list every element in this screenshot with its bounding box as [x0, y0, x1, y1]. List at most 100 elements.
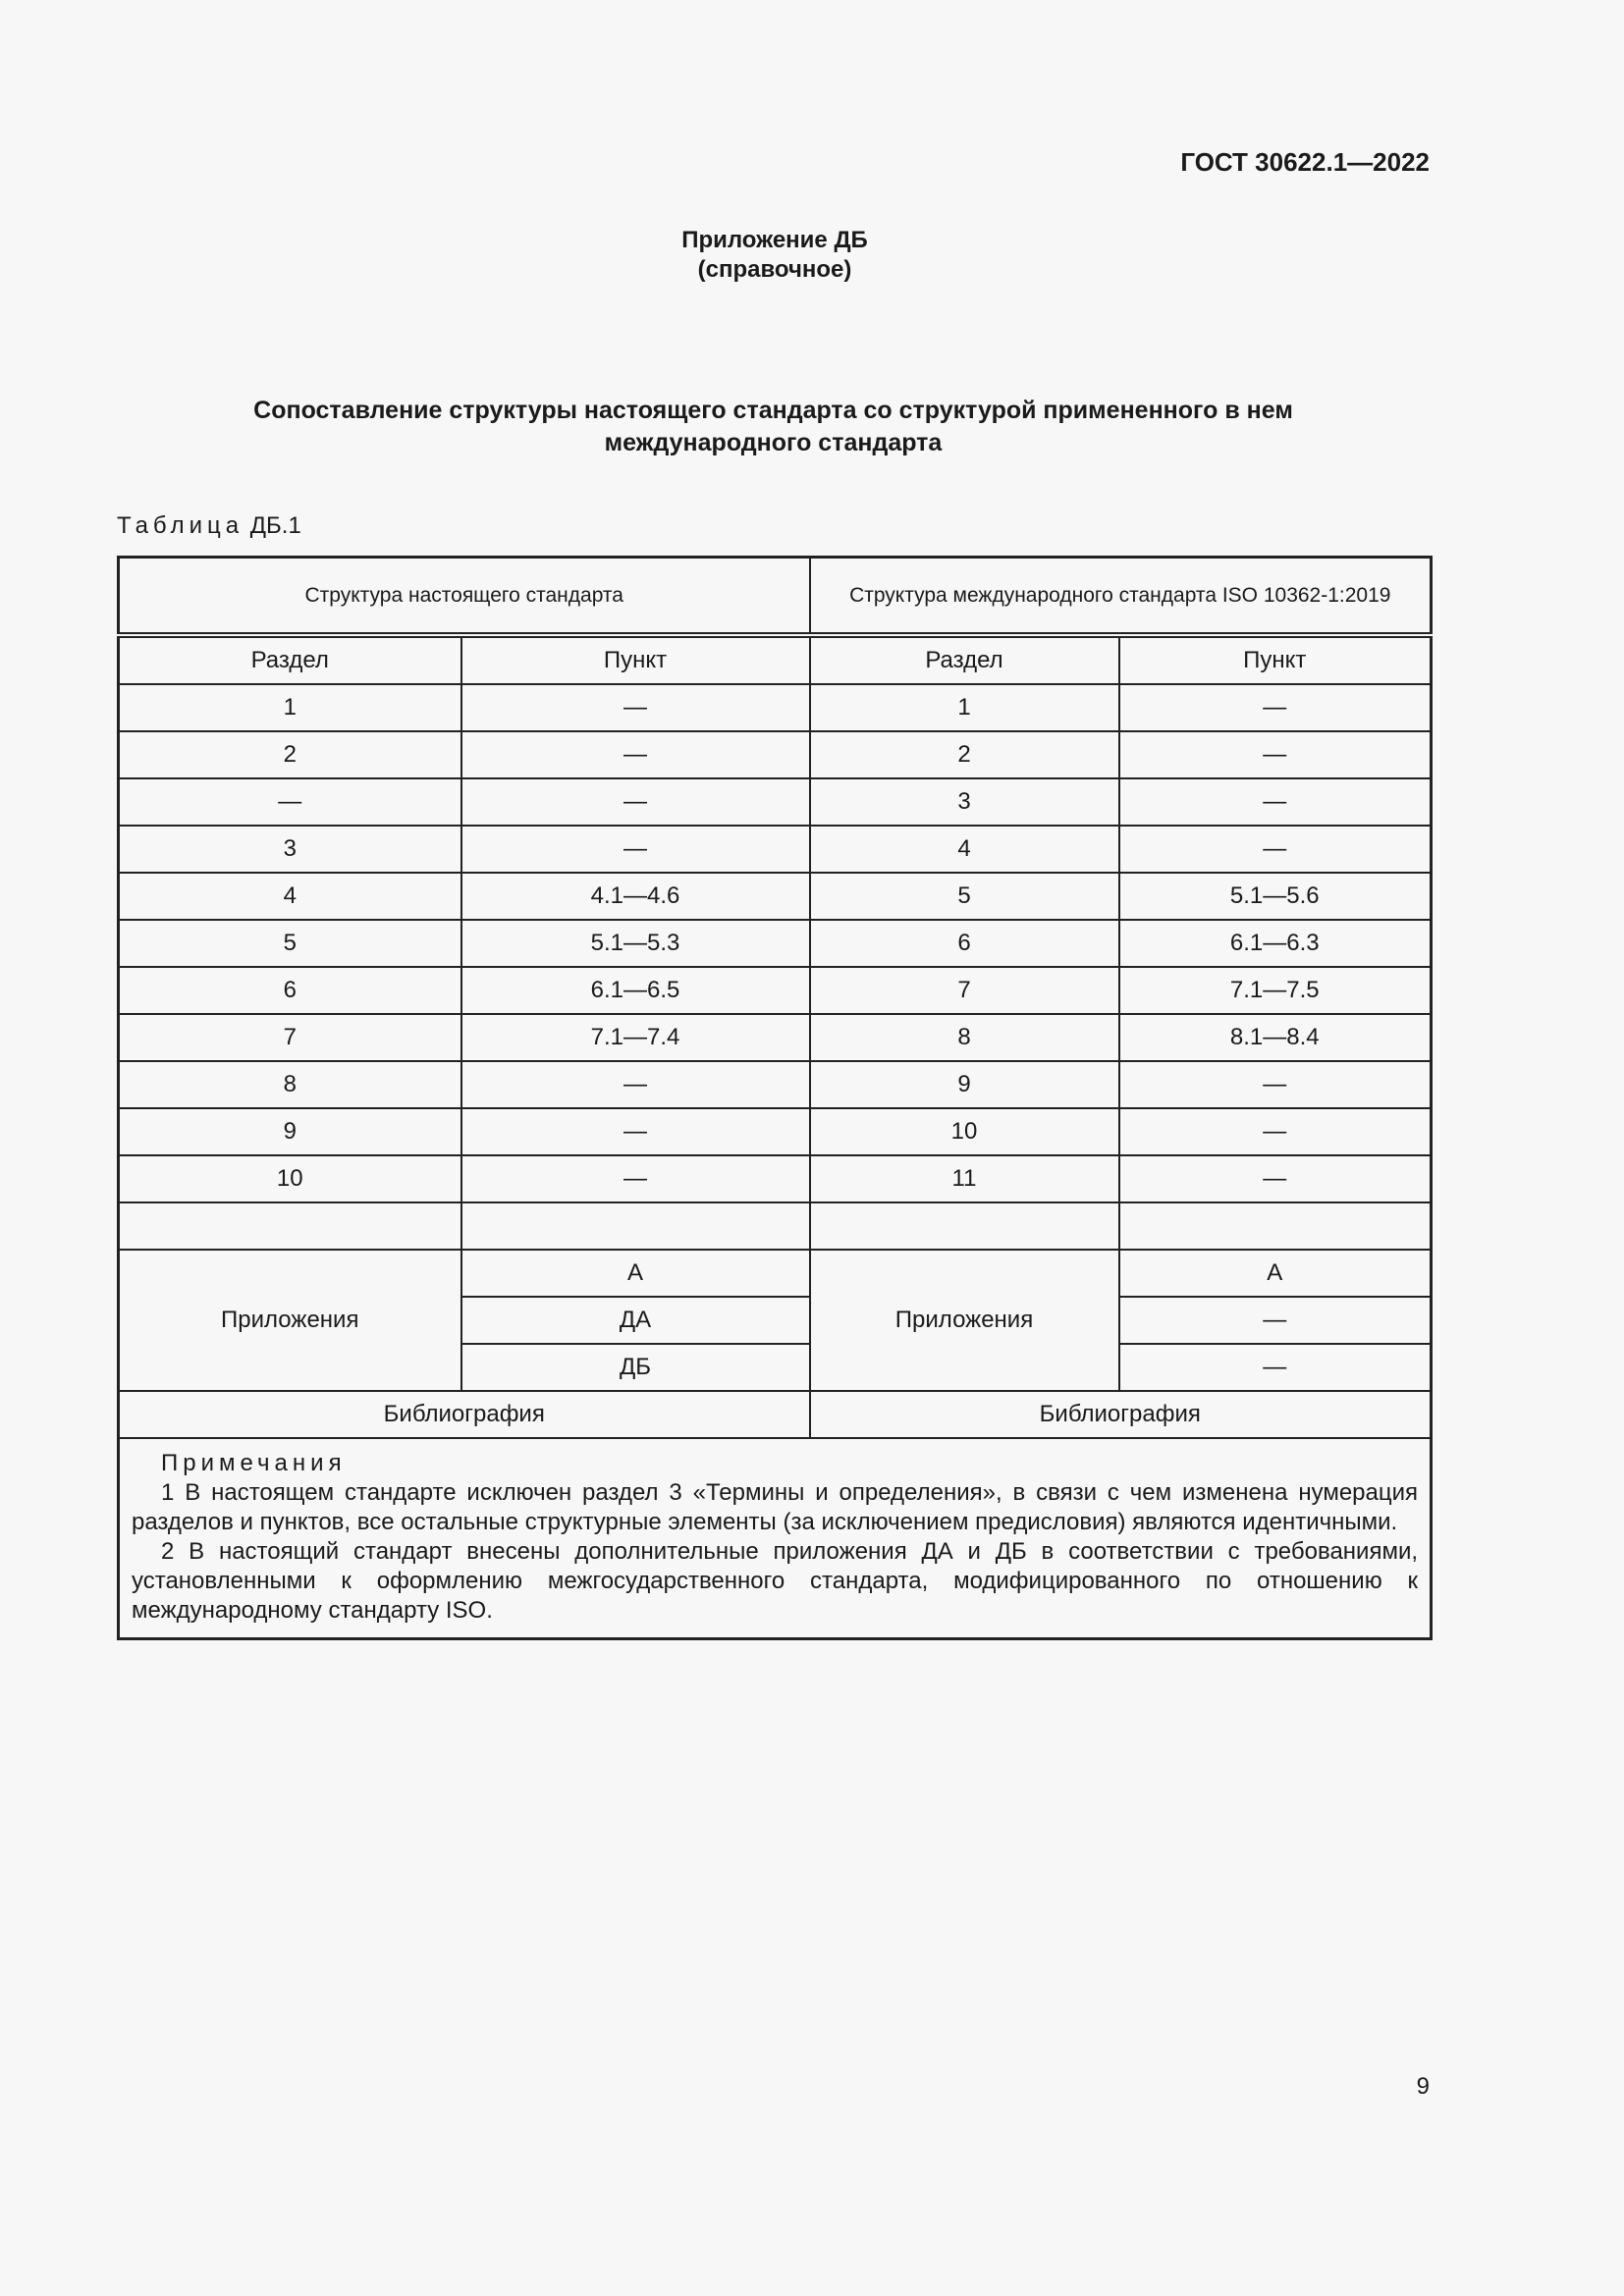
- table-cell: —: [460, 730, 811, 779]
- table-cell: А: [1117, 1249, 1433, 1298]
- appendices-label: Приложения: [808, 1249, 1120, 1392]
- table-cell: 7: [808, 966, 1120, 1015]
- bibliography-row: Библиография Библиография: [117, 1390, 1433, 1439]
- table-caption: Таблица ДБ.1: [117, 512, 301, 540]
- group-header-row: Структура настоящего стандарта Структура…: [117, 556, 1433, 638]
- table-cell: 11: [808, 1154, 1120, 1203]
- column-header: Пункт: [1117, 634, 1433, 685]
- table-row: 6 6.1—6.5 7 7.1—7.5: [117, 966, 1433, 1015]
- table-cell: 4.1—4.6: [460, 872, 811, 921]
- table-cell: 4: [808, 825, 1120, 874]
- notes-title: Примечания: [161, 1450, 347, 1476]
- table-cell: 3: [117, 825, 462, 874]
- table-cell: [808, 1201, 1120, 1251]
- table-cell: 9: [808, 1060, 1120, 1109]
- table-cell: 1: [808, 683, 1120, 732]
- table-row: 7 7.1—7.4 8 8.1—8.4: [117, 1013, 1433, 1062]
- table-cell: [117, 1201, 462, 1251]
- table-row: 2—2—: [117, 730, 1433, 779]
- table-cell: [1117, 1201, 1433, 1251]
- table-cell: ДБ: [460, 1343, 811, 1392]
- table-cell: —: [460, 1060, 811, 1109]
- notes-row: Примечания 1 В настоящем стандарте исклю…: [117, 1437, 1433, 1640]
- table-cell: 6: [117, 966, 462, 1015]
- table-row: 4 4.1—4.6 5 5.1—5.6: [117, 872, 1433, 921]
- group-header: Структура настоящего стандарта: [117, 556, 811, 638]
- note-text: 1 В настоящем стандарте исключен раздел …: [132, 1479, 1419, 1535]
- table-cell: —: [460, 777, 811, 827]
- table-row: 1—1—: [117, 683, 1433, 732]
- table-row: 8—9—: [117, 1060, 1433, 1109]
- table-cell: 7.1—7.4: [460, 1013, 811, 1062]
- heading-line: международного стандарта: [604, 429, 943, 456]
- table-cell: 7.1—7.5: [1117, 966, 1433, 1015]
- table-caption-word: Таблица: [117, 512, 244, 539]
- column-header: Раздел: [117, 634, 462, 685]
- table-cell: 5: [117, 919, 462, 968]
- note-item: 1 В настоящем стандарте исключен раздел …: [132, 1478, 1418, 1626]
- table-cell: ДА: [460, 1296, 811, 1345]
- table-cell: 5: [808, 872, 1120, 921]
- appendices-label: Приложения: [117, 1249, 462, 1392]
- table-cell: —: [1117, 683, 1433, 732]
- column-header-row: Раздел Пункт Раздел Пункт: [117, 634, 1433, 685]
- appendix-row: Приложения А Приложения А: [117, 1249, 1433, 1392]
- table-cell: 3: [808, 777, 1120, 827]
- table-row: — —3—: [117, 777, 1433, 827]
- table-cell: 6.1—6.5: [460, 966, 811, 1015]
- table-cell: —: [1117, 825, 1433, 874]
- table-cell: —: [1117, 777, 1433, 827]
- heading-line: Сопоставление структуры настоящего станд…: [253, 397, 1293, 424]
- document-code: ГОСТ 30622.1—2022: [1180, 147, 1430, 177]
- appendix-row: ДА —: [119, 1296, 1433, 1345]
- note-text: 2 В настоящий стандарт внесены дополните…: [132, 1538, 1419, 1624]
- table-cell: 4: [117, 872, 462, 921]
- table-cell: 7: [117, 1013, 462, 1062]
- table-cell: —: [460, 683, 811, 732]
- table-cell: 1: [117, 683, 462, 732]
- table-cell: 10: [117, 1154, 462, 1203]
- annex-title: Приложение ДБ (справочное): [0, 226, 1549, 285]
- page-number: 9: [1416, 2073, 1430, 2100]
- table-row: 5 5.1—5.3 6 6.1—6.3: [117, 919, 1433, 968]
- column-header: Раздел: [808, 634, 1120, 685]
- table-cell: 8: [808, 1013, 1120, 1062]
- table-cell: 9: [117, 1107, 462, 1156]
- table-cell: 5.1—5.6: [1117, 872, 1433, 921]
- table-cell: 2: [808, 730, 1120, 779]
- table-cell: 6.1—6.3: [1117, 919, 1433, 968]
- table-cell: —: [1117, 1343, 1433, 1392]
- table-caption-id: ДБ.1: [249, 512, 301, 539]
- group-header: Структура международного стандарта ISO 1…: [808, 556, 1433, 638]
- table-row: 9—10—: [117, 1107, 1433, 1156]
- table-cell: 8: [117, 1060, 462, 1109]
- table-cell: 6: [808, 919, 1120, 968]
- section-heading: Сопоставление структуры настоящего станд…: [117, 395, 1430, 459]
- table-cell: —: [1117, 1296, 1433, 1345]
- notes-cell: Примечания 1 В настоящем стандарте исклю…: [117, 1437, 1433, 1640]
- table-cell: 5.1—5.3: [460, 919, 811, 968]
- comparison-table: Структура настоящего стандарта Структура…: [117, 556, 1434, 1640]
- table-cell: —: [1117, 1060, 1433, 1109]
- annex-name: Приложение ДБ: [681, 227, 868, 253]
- table-cell: [460, 1201, 811, 1251]
- table-cell: Библиография: [808, 1390, 1433, 1439]
- table-cell: —: [460, 1154, 811, 1203]
- table-cell: 2: [117, 730, 462, 779]
- appendix-row: ДБ —: [119, 1343, 1433, 1392]
- table-cell: 8.1—8.4: [1117, 1013, 1433, 1062]
- table-cell: А: [460, 1249, 811, 1298]
- annex-kind: (справочное): [697, 256, 852, 283]
- table-cell: —: [117, 777, 462, 827]
- table-cell: 10: [808, 1107, 1120, 1156]
- column-header: Пункт: [460, 634, 811, 685]
- table-row: 3—4—: [117, 825, 1433, 874]
- table-cell: —: [460, 825, 811, 874]
- table-cell: —: [1117, 730, 1433, 779]
- table-row: 10—11—: [117, 1154, 1433, 1203]
- table-cell: —: [1117, 1107, 1433, 1156]
- table-cell: Библиография: [117, 1390, 811, 1439]
- table-cell: —: [460, 1107, 811, 1156]
- table-row: [117, 1201, 1433, 1251]
- table-cell: —: [1117, 1154, 1433, 1203]
